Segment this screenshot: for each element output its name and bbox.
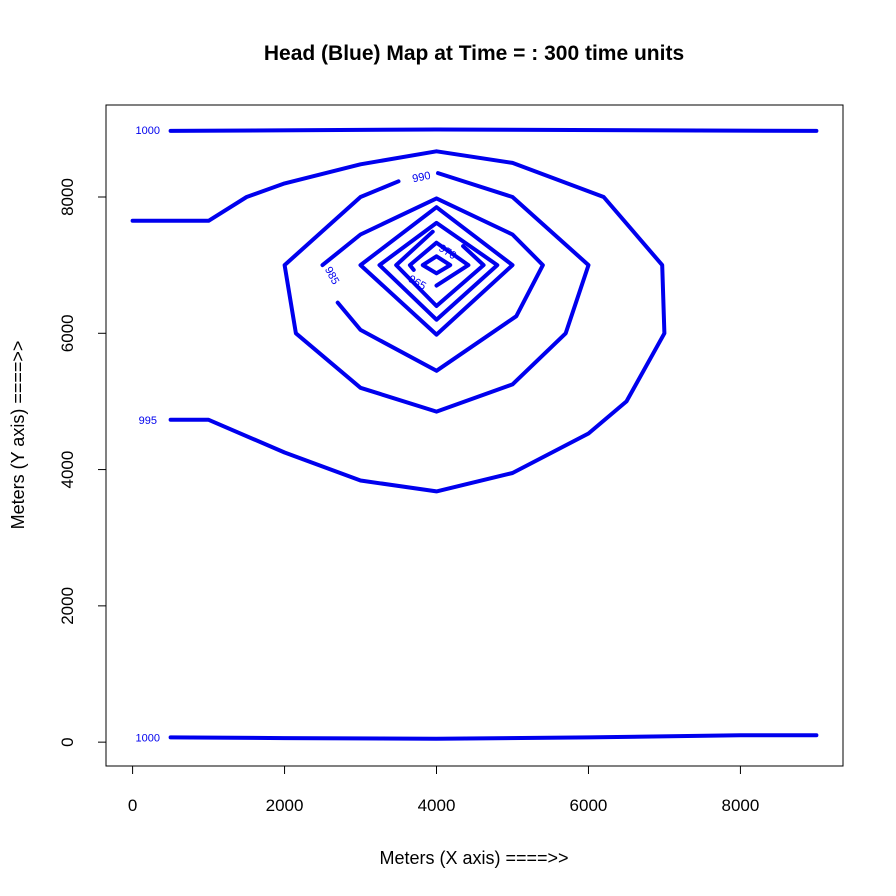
x-tick-label: 2000 xyxy=(266,796,304,815)
contour-lines xyxy=(130,127,819,741)
x-tick-label: 6000 xyxy=(570,796,608,815)
contour-line-965 xyxy=(407,240,471,288)
plot-frame xyxy=(105,104,844,767)
contour-line-980 xyxy=(358,205,515,337)
contour-label-985: 985 xyxy=(322,265,341,287)
contour-label-995: 995 xyxy=(139,415,157,427)
y-tick-label: 4000 xyxy=(58,451,77,489)
x-axis: 0 2000 4000 6000 8000 xyxy=(128,766,759,815)
contour-line-1000 xyxy=(168,127,819,133)
y-axis-label: Meters (Y axis) ====>> xyxy=(8,341,28,530)
contour-label-990: 990 xyxy=(411,170,431,186)
contour-line-970 xyxy=(394,229,486,308)
contour-line-975 xyxy=(377,220,500,322)
contour-label-1000: 1000 xyxy=(136,732,160,744)
contour-label-965: 965 xyxy=(406,273,428,293)
y-tick-label: 6000 xyxy=(58,314,77,352)
x-axis-label: Meters (X axis) ====>> xyxy=(379,848,568,868)
contour-line-960 xyxy=(420,254,453,276)
y-tick-label: 0 xyxy=(58,737,77,746)
contour-label-1000: 1000 xyxy=(136,125,160,137)
chart-title: Head (Blue) Map at Time = : 300 time uni… xyxy=(264,42,684,65)
y-tick-label: 8000 xyxy=(58,178,77,216)
y-axis: 0 2000 4000 6000 8000 xyxy=(58,178,106,747)
contour-line-990 xyxy=(282,171,591,414)
contour-line-985 xyxy=(320,196,545,373)
contour-line-995 xyxy=(130,149,667,494)
x-tick-label: 8000 xyxy=(722,796,760,815)
x-tick-label: 4000 xyxy=(418,796,456,815)
contour-line-1000 xyxy=(168,733,819,741)
y-tick-label: 2000 xyxy=(58,587,77,625)
x-tick-label: 0 xyxy=(128,796,137,815)
